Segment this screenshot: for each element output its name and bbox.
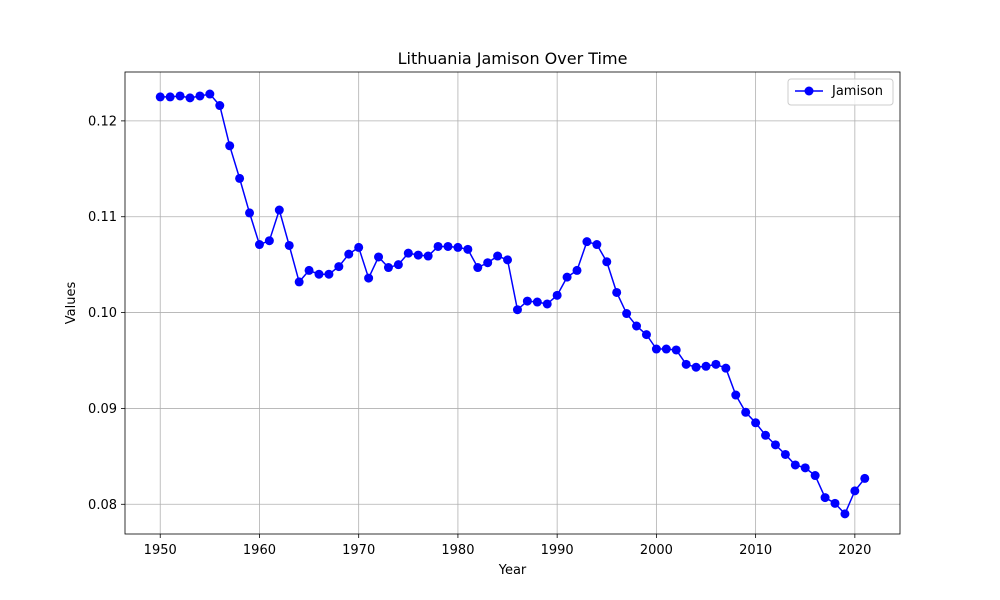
data-point	[582, 237, 592, 247]
series-line-jamison	[160, 93, 866, 515]
series-layer	[155, 89, 870, 519]
data-point	[522, 296, 532, 306]
data-point	[274, 205, 284, 215]
x-tick-label: 1990	[541, 543, 574, 558]
data-point	[205, 89, 215, 99]
data-point	[671, 345, 681, 355]
data-point	[215, 101, 225, 111]
x-tick-label: 1960	[243, 543, 276, 558]
data-point	[304, 265, 314, 275]
data-point	[423, 251, 433, 261]
x-tick-label: 1980	[441, 543, 474, 558]
axis-ticks: 1950 1960 1970 1980 1990 2000 2010 2020 0.08 0.09…	[88, 114, 871, 558]
data-point	[155, 92, 165, 102]
data-point	[721, 363, 731, 373]
data-point	[810, 471, 820, 481]
data-point	[413, 250, 423, 260]
data-point	[393, 260, 403, 270]
data-point	[761, 430, 771, 440]
data-point	[572, 265, 582, 275]
data-point	[294, 277, 304, 287]
data-point	[493, 251, 503, 261]
data-point	[235, 173, 245, 183]
data-point	[264, 236, 274, 246]
legend-entry-jamison: Jamison	[831, 84, 883, 99]
data-point	[324, 269, 334, 279]
data-point	[195, 91, 205, 101]
x-tick-label: 1970	[342, 543, 375, 558]
data-point	[632, 321, 642, 331]
chart-title: Lithuania Jamison Over Time	[398, 49, 628, 68]
y-tick-label: 0.11	[88, 210, 117, 225]
legend-box	[787, 78, 894, 106]
data-point	[751, 418, 761, 428]
data-point	[403, 248, 413, 258]
data-point	[254, 240, 264, 250]
y-tick-label: 0.09	[88, 402, 117, 417]
data-point	[860, 473, 870, 483]
x-tick-label: 2020	[838, 543, 871, 558]
data-point	[542, 299, 552, 309]
data-point	[800, 463, 810, 473]
data-point	[741, 407, 751, 417]
data-point	[780, 449, 790, 459]
data-point	[165, 92, 175, 102]
data-point	[512, 305, 522, 315]
data-point	[175, 91, 185, 101]
data-point	[691, 362, 701, 372]
data-point	[453, 242, 463, 252]
data-point	[552, 290, 562, 300]
y-tick-label: 0.08	[88, 498, 117, 513]
data-point	[354, 242, 364, 252]
data-point	[473, 263, 483, 273]
x-tick-label: 2010	[739, 543, 772, 558]
data-point	[681, 359, 691, 369]
data-point	[185, 93, 195, 103]
data-point	[850, 486, 860, 496]
data-point	[840, 509, 850, 519]
data-point	[483, 258, 493, 268]
data-point	[731, 390, 741, 400]
legend: Jamison	[787, 78, 894, 106]
y-axis-label: Values	[64, 282, 79, 325]
data-point	[641, 330, 651, 340]
x-tick-label: 1950	[144, 543, 177, 558]
data-point	[284, 240, 294, 250]
data-point	[532, 297, 542, 307]
data-point	[245, 208, 255, 218]
data-point	[433, 241, 443, 251]
data-point	[790, 460, 800, 470]
data-point	[612, 287, 622, 297]
y-tick-label: 0.10	[88, 306, 117, 321]
y-tick-label: 0.12	[88, 114, 117, 129]
grid-lines	[125, 72, 900, 534]
data-point	[661, 344, 671, 354]
data-point	[503, 255, 513, 265]
data-point	[364, 273, 374, 283]
data-point	[622, 309, 632, 319]
data-point	[830, 498, 840, 508]
data-point	[701, 361, 711, 371]
data-point	[314, 269, 324, 279]
data-point	[770, 440, 780, 450]
data-point	[463, 244, 473, 254]
data-point	[562, 272, 572, 282]
legend-point-marker	[804, 86, 814, 96]
data-point	[383, 263, 393, 273]
data-point	[711, 359, 721, 369]
data-point	[651, 344, 661, 354]
data-point	[344, 249, 354, 259]
data-point	[225, 141, 235, 151]
x-axis-label: Year	[498, 563, 527, 578]
data-point	[374, 252, 384, 262]
plot-area-frame	[124, 71, 901, 535]
data-point	[592, 240, 602, 250]
data-point	[334, 262, 344, 272]
data-point	[602, 257, 612, 267]
x-tick-label: 2000	[640, 543, 673, 558]
data-point	[443, 241, 453, 251]
data-point	[820, 493, 830, 503]
